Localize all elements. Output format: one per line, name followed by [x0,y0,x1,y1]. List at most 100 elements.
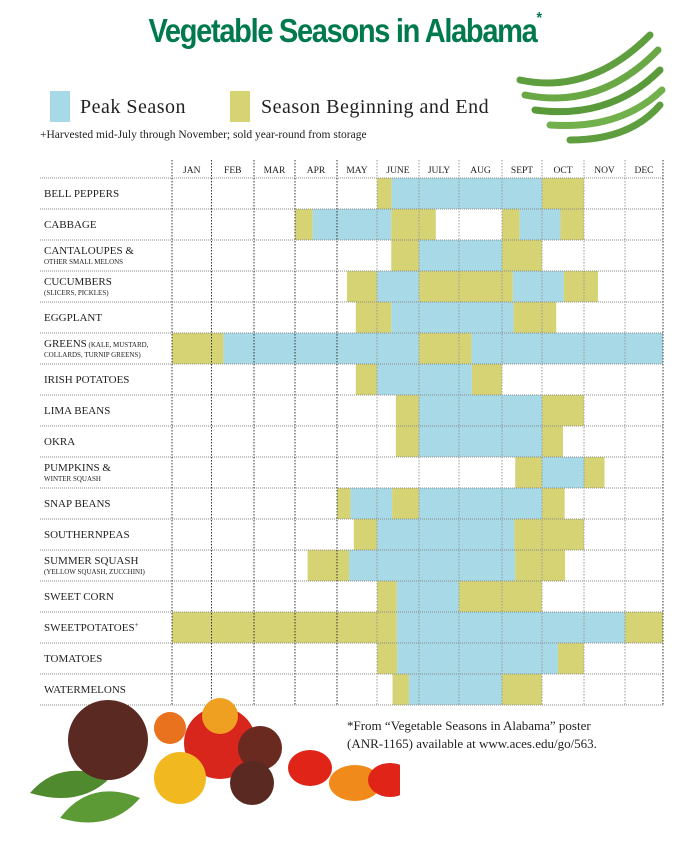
row-label: OKRA [44,436,75,448]
month-label: AUG [470,166,491,176]
row-sublabel: OTHER SMALL MELONS [44,258,123,266]
bar-edge [557,643,584,674]
title-asterisk: * [536,10,542,27]
bar-edge [542,178,584,209]
row-label: SWEETPOTATOES+ [44,621,139,634]
bar-edge [515,457,542,488]
chart-title: Vegetable Seasons in Alabama* [41,10,647,50]
month-label: OCT [554,166,573,176]
bar-edge [625,612,663,643]
bar-edge [515,550,566,581]
bar-edge [542,426,563,457]
bar-peak [396,581,459,612]
bar-edge [347,271,377,302]
bar-edge [513,302,557,333]
bar-peak [397,643,558,674]
bar-edge [391,240,419,271]
month-label: JULY [428,166,450,176]
row-label: SUMMER SQUASH [44,555,138,567]
bar-peak [419,488,542,519]
bar-peak [542,457,584,488]
bar-edge [563,271,598,302]
legend-label-peak: Peak Season [80,96,187,118]
bar-peak [396,612,625,643]
bar-peak [419,395,542,426]
bar-edge [377,581,397,612]
row-label-mark: + [135,621,139,629]
month-label: DEC [635,166,654,176]
source-footnote: *From “Vegetable Seasons in Alabama” pos… [347,717,647,753]
row-label: BELL PEPPERS [44,188,119,200]
bar-edge [542,488,565,519]
bar-edge [377,643,398,674]
row-label: LIMA BEANS [44,405,110,417]
bar-edge [560,209,584,240]
bar-peak [512,271,564,302]
row-label: PUMPKINS & [44,462,111,474]
bar-peak [377,271,419,302]
bar-edge [355,302,392,333]
row-label: CUCUMBERS [44,276,112,288]
row-label-detail: (KALE, MUSTARD, [87,341,149,349]
month-label: FEB [224,166,241,176]
title-text: Vegetable Seasons in Alabama [148,12,537,49]
month-label: NOV [594,166,615,176]
bar-peak [391,178,542,209]
bar-edge [337,488,351,519]
row-label: CABBAGE [44,219,97,231]
bar-peak [377,519,515,550]
month-label: MAR [264,166,286,176]
bar-edge [392,488,419,519]
tomatoes-image [30,698,400,823]
bar-edge [172,612,397,643]
bar-edge [471,364,502,395]
bar-edge [502,240,542,271]
bar-peak [471,333,663,364]
bar-edge [502,209,520,240]
sweetpotato-note: +Harvested mid-July through November; so… [40,129,367,141]
bar-peak [223,333,419,364]
bar-edge [514,519,584,550]
bar-peak [350,488,393,519]
footnote-line-1: *From “Vegetable Seasons in Alabama” pos… [347,718,591,733]
legend-label-edge: Season Beginning and End [261,96,490,118]
row-label: SOUTHERNPEAS [44,529,130,541]
bar-edge [355,364,377,395]
bar-edge [542,395,584,426]
row-label: IRISH POTATOES [44,374,129,386]
month-label: JAN [183,166,201,176]
bar-peak [419,240,502,271]
row-label: WATERMELONS [44,684,126,696]
bar-peak [349,550,516,581]
bar-peak [377,364,472,395]
bar-edge [353,519,377,550]
row-label: TOMATOES [44,653,102,665]
bar-edge [502,674,542,705]
legend-swatch-edge [230,91,250,122]
row-label: CANTALOUPES & [44,245,134,257]
row-label: GREENS (KALE, MUSTARD, [44,338,149,350]
bar-edge [307,550,349,581]
bar-edge [377,178,392,209]
bar-edge [172,333,224,364]
bar-edge [584,457,605,488]
month-label: APR [307,166,326,176]
footnote-line-2: (ANR-1165) available at www.aces.edu/go/… [347,736,597,751]
green-beans-image [516,31,666,144]
bar-peak [519,209,561,240]
bar-peak [419,426,542,457]
row-label: EGGPLANT [44,312,102,324]
bar-edge [395,426,419,457]
row-sublabel: WINTER SQUASH [44,475,101,483]
bar-edge [295,209,313,240]
bar-peak [312,209,392,240]
bar-edge [419,333,472,364]
bar-edge [419,271,513,302]
bar-peak [391,302,514,333]
row-label: SNAP BEANS [44,498,111,510]
bar-edge [459,581,542,612]
bar-edge [392,674,409,705]
row-sublabel: COLLARDS, TURNIP GREENS) [44,351,141,359]
bar-peak [408,674,502,705]
